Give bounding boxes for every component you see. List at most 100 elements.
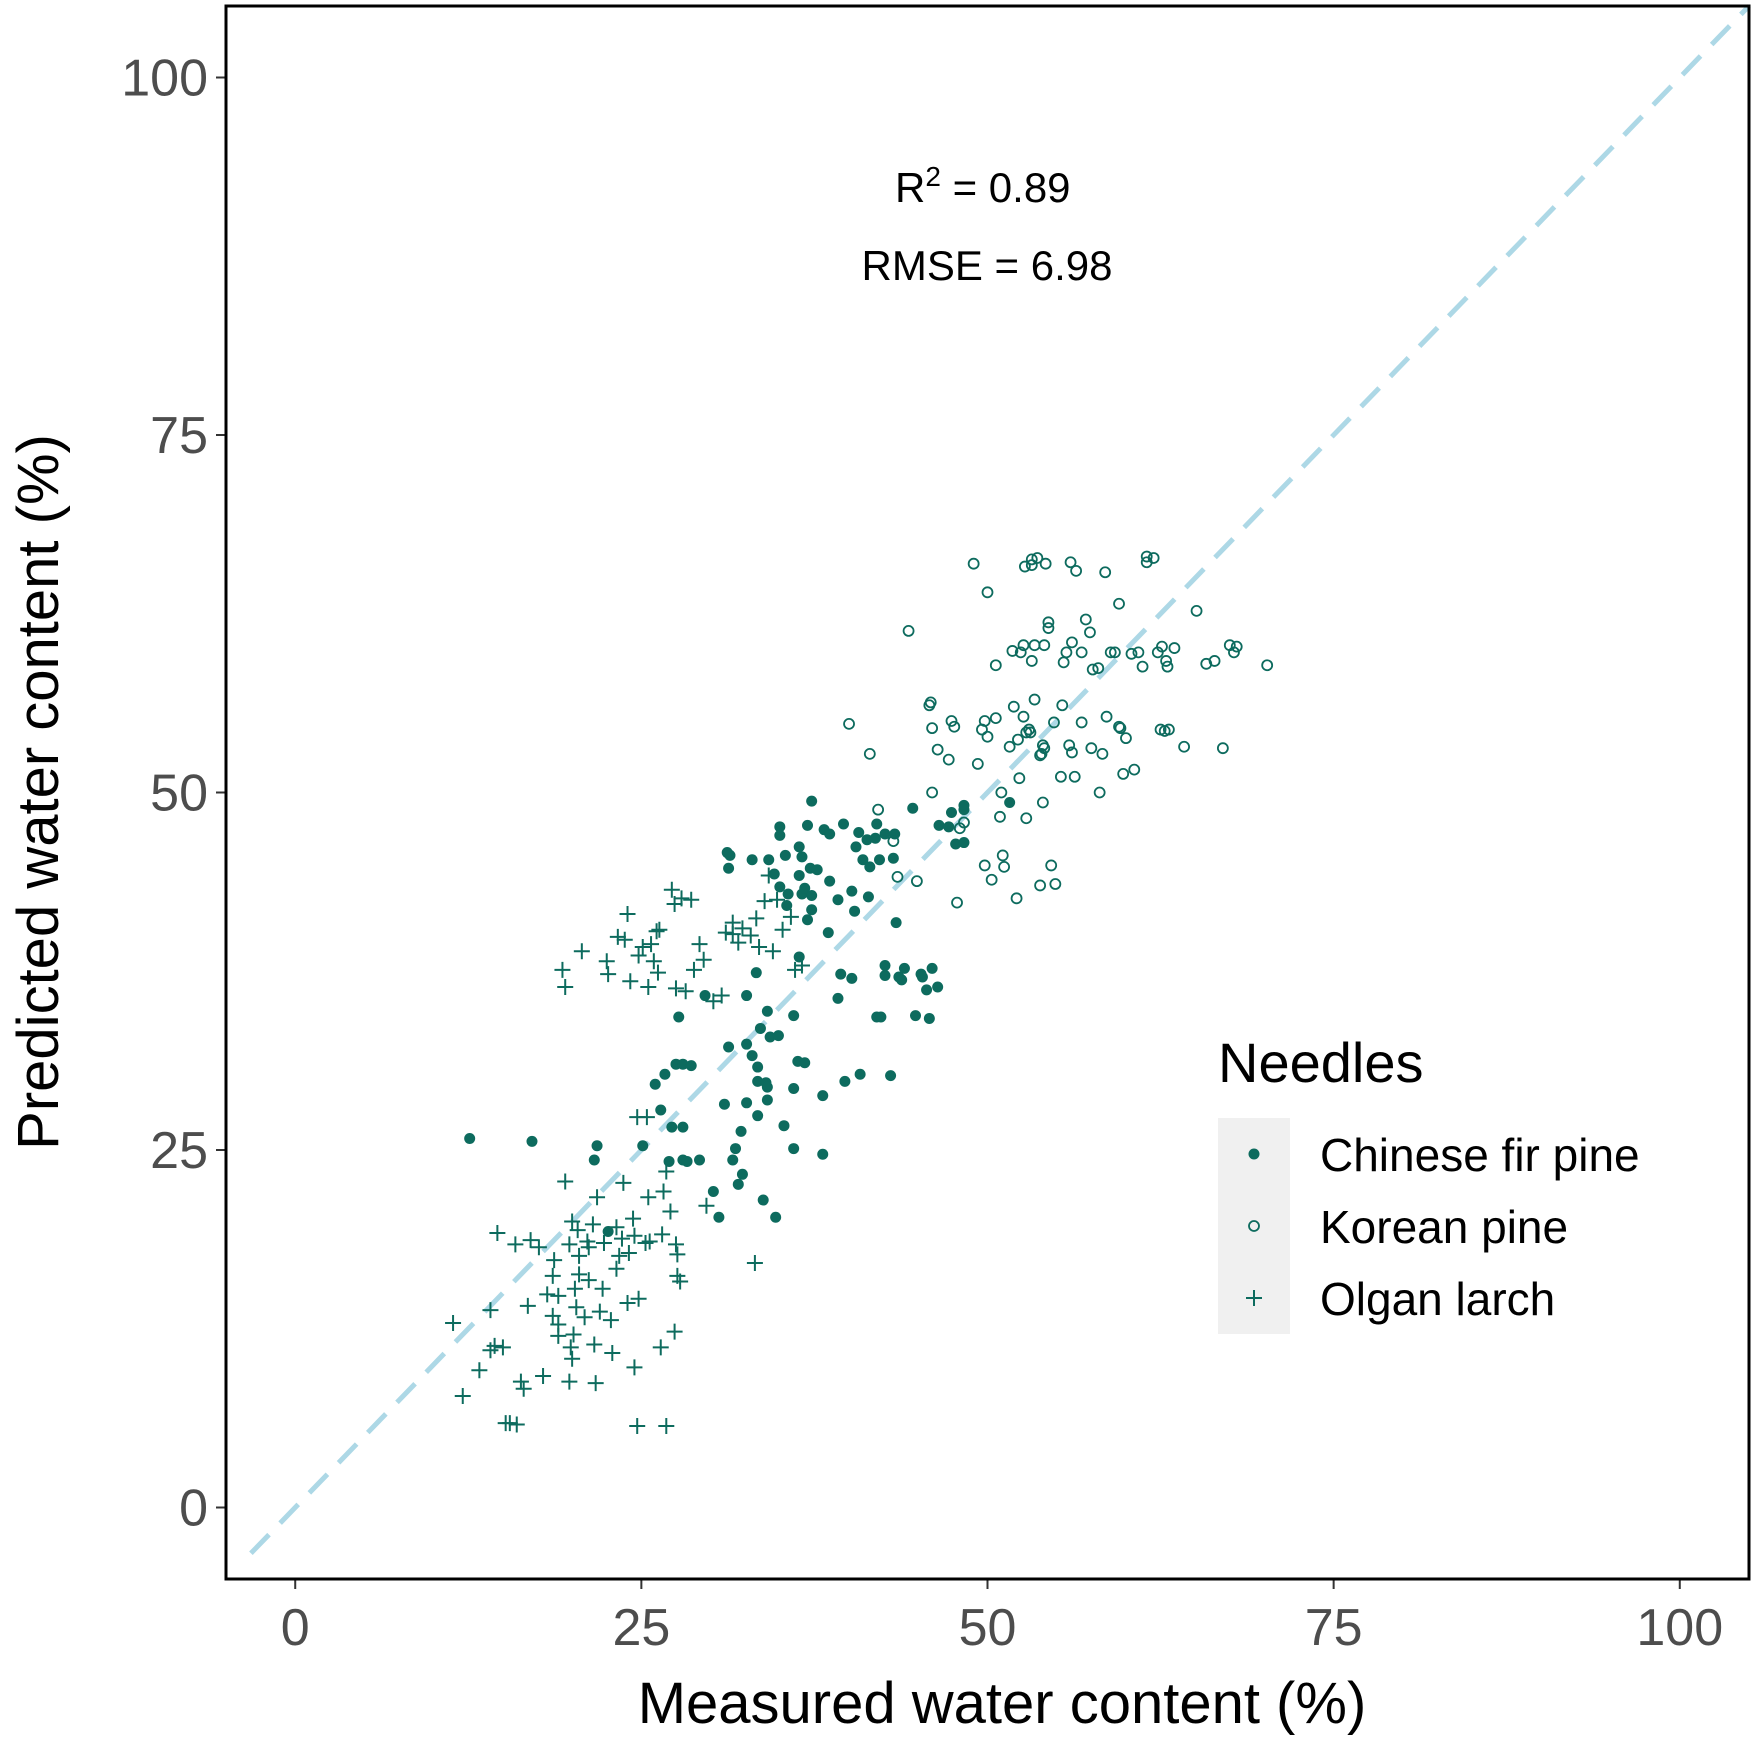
point-chinese-fir-pine <box>879 970 891 982</box>
point-olgan-larch <box>587 1375 604 1392</box>
point-olgan-larch <box>604 1345 621 1362</box>
point-korean-pine <box>926 722 939 735</box>
point-korean-pine <box>1007 700 1020 713</box>
point-chinese-fir-pine <box>799 1057 811 1069</box>
point-chinese-fir-pine <box>752 1110 764 1122</box>
point-olgan-larch <box>566 1280 583 1297</box>
point-korean-pine <box>1099 566 1112 579</box>
point-chinese-fir-pine <box>774 821 786 833</box>
point-olgan-larch <box>630 947 647 964</box>
point-olgan-larch <box>730 934 747 951</box>
point-chinese-fir-pine <box>923 1012 935 1024</box>
legend-key-korean-pine <box>1248 1220 1260 1232</box>
point-olgan-larch <box>663 881 680 898</box>
point-korean-pine <box>1020 812 1033 825</box>
point-olgan-larch <box>591 1303 608 1320</box>
point-olgan-larch <box>571 1266 588 1283</box>
point-korean-pine <box>994 810 1006 823</box>
y-tick-label: 0 <box>179 1480 208 1538</box>
point-olgan-larch <box>565 1326 582 1343</box>
point-olgan-larch <box>561 1236 578 1253</box>
point-chinese-fir-pine <box>793 841 805 853</box>
point-chinese-fir-pine <box>839 1075 851 1087</box>
point-olgan-larch <box>598 953 615 970</box>
point-korean-pine <box>985 873 998 886</box>
point-olgan-larch <box>482 1302 499 1319</box>
point-olgan-larch <box>564 1213 581 1230</box>
point-chinese-fir-pine <box>666 1121 678 1133</box>
point-chinese-fir-pine <box>757 1194 769 1206</box>
point-chinese-fir-pine <box>817 1148 829 1160</box>
point-korean-pine <box>891 870 904 883</box>
point-chinese-fir-pine <box>824 828 836 840</box>
point-chinese-fir-pine <box>875 1011 887 1023</box>
point-korean-pine <box>1140 556 1153 569</box>
point-chinese-fir-pine <box>713 1211 725 1223</box>
point-olgan-larch <box>600 966 617 983</box>
point-chinese-fir-pine <box>761 1081 773 1093</box>
point-korean-pine <box>971 758 984 770</box>
point-korean-pine <box>951 896 963 909</box>
point-korean-pine <box>1066 746 1078 759</box>
point-olgan-larch <box>748 910 765 927</box>
plot-frame <box>224 4 1751 1581</box>
point-korean-pine <box>1017 639 1030 652</box>
point-olgan-larch <box>683 891 700 908</box>
point-korean-pine <box>1003 740 1016 753</box>
point-korean-pine <box>989 712 1002 725</box>
point-olgan-larch <box>482 1342 499 1359</box>
point-korean-pine <box>1208 655 1221 667</box>
point-olgan-larch <box>609 928 626 945</box>
point-olgan-larch <box>756 893 773 910</box>
point-korean-pine <box>1035 747 1048 760</box>
point-olgan-larch <box>568 1299 585 1316</box>
point-chinese-fir-pine <box>822 927 834 939</box>
point-korean-pine <box>1132 646 1145 659</box>
point-korean-pine <box>1140 550 1153 563</box>
y-tick-label: 25 <box>150 1122 208 1180</box>
point-olgan-larch <box>589 1189 606 1206</box>
point-chinese-fir-pine <box>788 1010 800 1022</box>
point-olgan-larch <box>554 961 571 978</box>
point-olgan-larch <box>769 891 786 908</box>
point-chinese-fir-pine <box>824 875 836 887</box>
point-chinese-fir-pine <box>677 1121 689 1133</box>
point-korean-pine <box>1024 726 1037 739</box>
point-olgan-larch <box>713 987 730 1004</box>
point-olgan-larch <box>535 1367 552 1384</box>
point-chinese-fir-pine <box>723 1041 735 1053</box>
point-olgan-larch <box>576 1309 593 1326</box>
point-chinese-fir-pine <box>526 1135 538 1147</box>
point-olgan-larch <box>557 978 574 995</box>
point-olgan-larch <box>539 1286 556 1303</box>
point-olgan-larch <box>508 1416 525 1433</box>
point-korean-pine <box>1168 642 1181 654</box>
point-chinese-fir-pine <box>768 868 780 880</box>
legend-title: Needles <box>1218 1031 1423 1094</box>
point-korean-pine <box>1025 655 1038 667</box>
point-olgan-larch <box>634 938 651 955</box>
point-chinese-fir-pine <box>933 819 945 831</box>
point-korean-pine <box>1014 646 1027 659</box>
point-chinese-fir-pine <box>835 968 847 980</box>
point-korean-pine <box>1113 597 1125 610</box>
point-olgan-larch <box>658 1163 675 1180</box>
point-korean-pine <box>1216 742 1229 755</box>
point-olgan-larch <box>654 1226 671 1243</box>
point-olgan-larch <box>662 1203 679 1220</box>
point-olgan-larch <box>494 1339 511 1356</box>
point-korean-pine <box>1060 646 1073 659</box>
point-olgan-larch <box>648 923 665 940</box>
point-korean-pine <box>1049 878 1062 890</box>
point-chinese-fir-pine <box>752 1075 764 1087</box>
x-tick-label: 0 <box>281 1599 310 1657</box>
point-chinese-fir-pine <box>779 849 791 861</box>
point-chinese-fir-pine <box>730 1143 742 1155</box>
point-olgan-larch <box>782 908 799 925</box>
point-chinese-fir-pine <box>746 854 758 866</box>
point-chinese-fir-pine <box>932 981 944 993</box>
point-olgan-larch <box>519 1297 536 1314</box>
point-olgan-larch <box>658 1417 675 1434</box>
x-axis-title: Measured water content (%) <box>638 1671 1367 1736</box>
y-tick-label: 75 <box>150 407 208 465</box>
